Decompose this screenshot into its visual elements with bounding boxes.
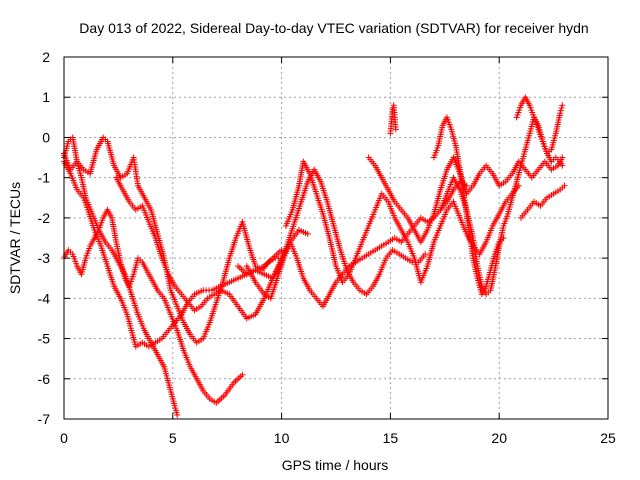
series-track-8 <box>282 158 522 286</box>
x-tick-label: 5 <box>169 430 177 446</box>
y-axis-label: SDTVAR / TECUs <box>7 182 23 294</box>
series-track-10 <box>387 102 399 137</box>
data-point <box>557 107 564 114</box>
x-tick-label: 10 <box>274 430 290 446</box>
x-axis-label: GPS time / hours <box>282 457 389 473</box>
series-track-1 <box>61 134 181 418</box>
y-tick-label: -7 <box>38 411 51 427</box>
data-point <box>422 251 429 258</box>
y-tick-label: -2 <box>38 210 51 226</box>
data-point <box>304 230 311 237</box>
y-tick-label: 1 <box>42 89 50 105</box>
y-tick-label: -3 <box>38 250 51 266</box>
series-track-13 <box>513 94 566 169</box>
data-point <box>559 102 566 109</box>
data-points <box>61 94 568 418</box>
y-tick-label: -6 <box>38 371 51 387</box>
y-tick-label: 2 <box>42 49 50 65</box>
chart-title: Day 013 of 2022, Sidereal Day-to-day VTE… <box>79 20 588 36</box>
data-point <box>500 235 507 241</box>
x-tick-label: 25 <box>600 430 616 446</box>
x-tick-label: 15 <box>383 430 399 446</box>
axis-ticks: 0 5 10 15 20 25 -7 -6 -5 -4 -3 -2 -1 0 1 2 <box>38 49 616 446</box>
data-point <box>558 104 565 111</box>
plot-frame <box>63 56 609 420</box>
data-point <box>559 154 566 161</box>
y-tick-label: -4 <box>38 290 51 306</box>
x-tick-label: 0 <box>60 430 68 446</box>
y-tick-label: 0 <box>42 129 50 145</box>
data-point <box>174 411 181 418</box>
y-tick-label: -1 <box>38 170 51 186</box>
data-point <box>239 371 246 378</box>
series-track-14 <box>517 182 568 221</box>
series-track-2 <box>61 158 285 350</box>
data-point <box>559 162 566 169</box>
data-point <box>561 182 568 189</box>
y-tick-label: -5 <box>38 331 51 347</box>
data-point <box>557 110 564 117</box>
series-track-12 <box>430 114 507 298</box>
series-track-3 <box>61 206 246 406</box>
x-tick-label: 20 <box>491 430 507 446</box>
data-point <box>392 126 399 133</box>
series-track-7 <box>243 178 470 310</box>
